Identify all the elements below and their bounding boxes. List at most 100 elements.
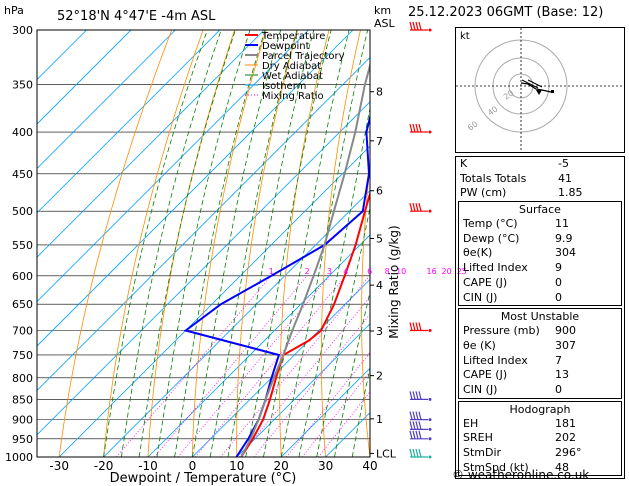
wind-barb-dot	[428, 418, 432, 422]
wind-barb	[409, 448, 432, 459]
most-unstable-title: Most Unstable	[500, 310, 580, 324]
mixing-ratio-line	[238, 296, 370, 457]
index-row: PW (cm) 1.85	[460, 186, 583, 200]
temp-tick-label: 20	[274, 459, 289, 473]
x-axis-title: Dewpoint / Temperature (°C)	[110, 471, 297, 486]
wet-adiabat	[174, 30, 266, 457]
pressure-tick-label: 800	[12, 372, 33, 385]
index-row: K -5	[460, 157, 569, 170]
isotherm-line	[37, 30, 265, 258]
wind-barb-dot	[428, 329, 432, 333]
wet-adiabat	[103, 30, 208, 457]
mixing-ratio-label: 20	[441, 267, 451, 276]
mixing-ratio-label: 6	[367, 267, 372, 276]
pressure-tick-label: 600	[12, 270, 33, 283]
pressure-unit: hPa	[4, 4, 24, 17]
pressure-tick-label: 850	[12, 393, 33, 406]
wet-adiabat	[280, 30, 368, 457]
height-unit: km	[374, 4, 391, 17]
wind-barb-dot	[428, 209, 432, 213]
isotherm-line	[37, 56, 370, 391]
wet-adiabat	[298, 106, 370, 457]
hodo-row: StmDir 296°	[463, 446, 582, 459]
hodograph-stats-section: Hodograph EH 181 SREH 202 StmDir 296° StmSp…	[458, 400, 622, 477]
surface-row: θe(K) 304	[463, 246, 576, 260]
location-title: 52°18'N 4°47'E -4m ASL	[57, 9, 216, 24]
wind-barb-feather	[412, 448, 416, 458]
wind-barb-feather	[409, 391, 413, 400]
height-tick-label: 7	[376, 135, 383, 148]
temp-tick-label: 0	[189, 459, 197, 473]
hodo-row: SREH 202	[463, 431, 576, 445]
wind-barb-dot	[428, 427, 432, 431]
height-tick-label: 1	[376, 413, 383, 426]
wind-barb-feather	[412, 391, 416, 400]
wind-barb	[409, 322, 432, 333]
mixing-ratio-line	[116, 275, 272, 457]
wind-barb-feather	[418, 411, 422, 420]
wind-barb-feather	[418, 448, 422, 458]
wind-barb	[409, 203, 432, 213]
wind-barb-feather	[412, 411, 416, 420]
pressure-tick-label: 950	[12, 433, 33, 446]
mixing-ratio-line	[153, 275, 308, 457]
dry-adiabat	[279, 30, 330, 457]
wind-barb-dot	[428, 437, 432, 441]
pressure-tick-label: 300	[12, 24, 33, 37]
isotherm-line	[147, 234, 370, 457]
dry-adiabat	[361, 163, 370, 457]
isotherm-line	[192, 278, 370, 457]
height-tick-label: 3	[376, 325, 383, 338]
surface-row: CAPE (J) 0	[463, 275, 562, 289]
wind-barb-dot	[428, 397, 432, 401]
wet-adiabat	[245, 30, 332, 457]
mu-row: θe (K) 307	[463, 338, 576, 352]
temp-tick-label: 10	[229, 459, 244, 473]
temp-tick-label: -30	[49, 459, 69, 473]
pressure-tick-label: 400	[12, 126, 33, 139]
pressure-tick-label: 900	[12, 414, 33, 427]
hodo-row: EH 181	[463, 416, 576, 430]
wind-barb-feather	[418, 322, 422, 331]
wet-adiabat	[156, 30, 251, 457]
wind-barb-feather	[415, 421, 419, 430]
mixing-ratio-label: 8	[385, 267, 390, 276]
wet-adiabat	[121, 30, 222, 457]
surface-row: Dewp (°C) 9.9	[463, 231, 573, 245]
isotherm-line	[236, 323, 370, 457]
hodograph-storm-marker	[521, 79, 543, 89]
mixing-ratio-label: 2	[305, 267, 310, 276]
temp-tick-label: 30	[318, 459, 333, 473]
mixing-ratio-line	[285, 352, 370, 457]
wind-barb-feather	[412, 322, 416, 331]
pressure-tick-label: 450	[12, 168, 33, 181]
legend-parcel: Parcel Trajectory	[262, 51, 345, 62]
mixing-ratio-label: 3	[327, 267, 332, 276]
isotherm-line	[280, 367, 370, 457]
hodograph-unit: kt	[460, 31, 470, 42]
most-unstable-section: Most Unstable Pressure (mb) 900 θe (K) 307…	[458, 308, 622, 399]
surface-row: Temp (°C) 11	[463, 217, 569, 231]
parcel-trajectory-line	[240, 61, 370, 457]
temp-tick-label: -20	[94, 459, 114, 473]
surface-section: Surface Temp (°C) 11 Dewp (°C) 9.9 θe(K) 30…	[458, 201, 622, 307]
surface-title: Surface	[519, 203, 561, 217]
wind-barb-feather	[409, 411, 413, 420]
wet-adiabat	[351, 366, 370, 457]
wind-barb-feather	[415, 430, 419, 439]
height-tick-label: 6	[376, 185, 383, 198]
legend-mixing-ratio: Mixing Ratio	[262, 91, 324, 102]
isotherm-line	[37, 30, 221, 214]
wind-barb-feather	[415, 411, 419, 420]
wind-barb-feather	[415, 21, 419, 31]
isotherm-line	[37, 101, 370, 436]
hodograph-endpoint	[551, 90, 554, 93]
wind-barb-feather	[409, 430, 413, 439]
mixing-ratio-label: 10	[396, 267, 406, 276]
wind-barb-feather	[409, 322, 413, 331]
pressure-tick-label: 750	[12, 349, 33, 362]
dry-adiabat	[103, 30, 204, 457]
mixing-ratio-label: 25	[457, 267, 467, 276]
mixing-ratio-label: 4	[343, 267, 348, 276]
pressure-tick-label: 1000	[5, 451, 33, 464]
